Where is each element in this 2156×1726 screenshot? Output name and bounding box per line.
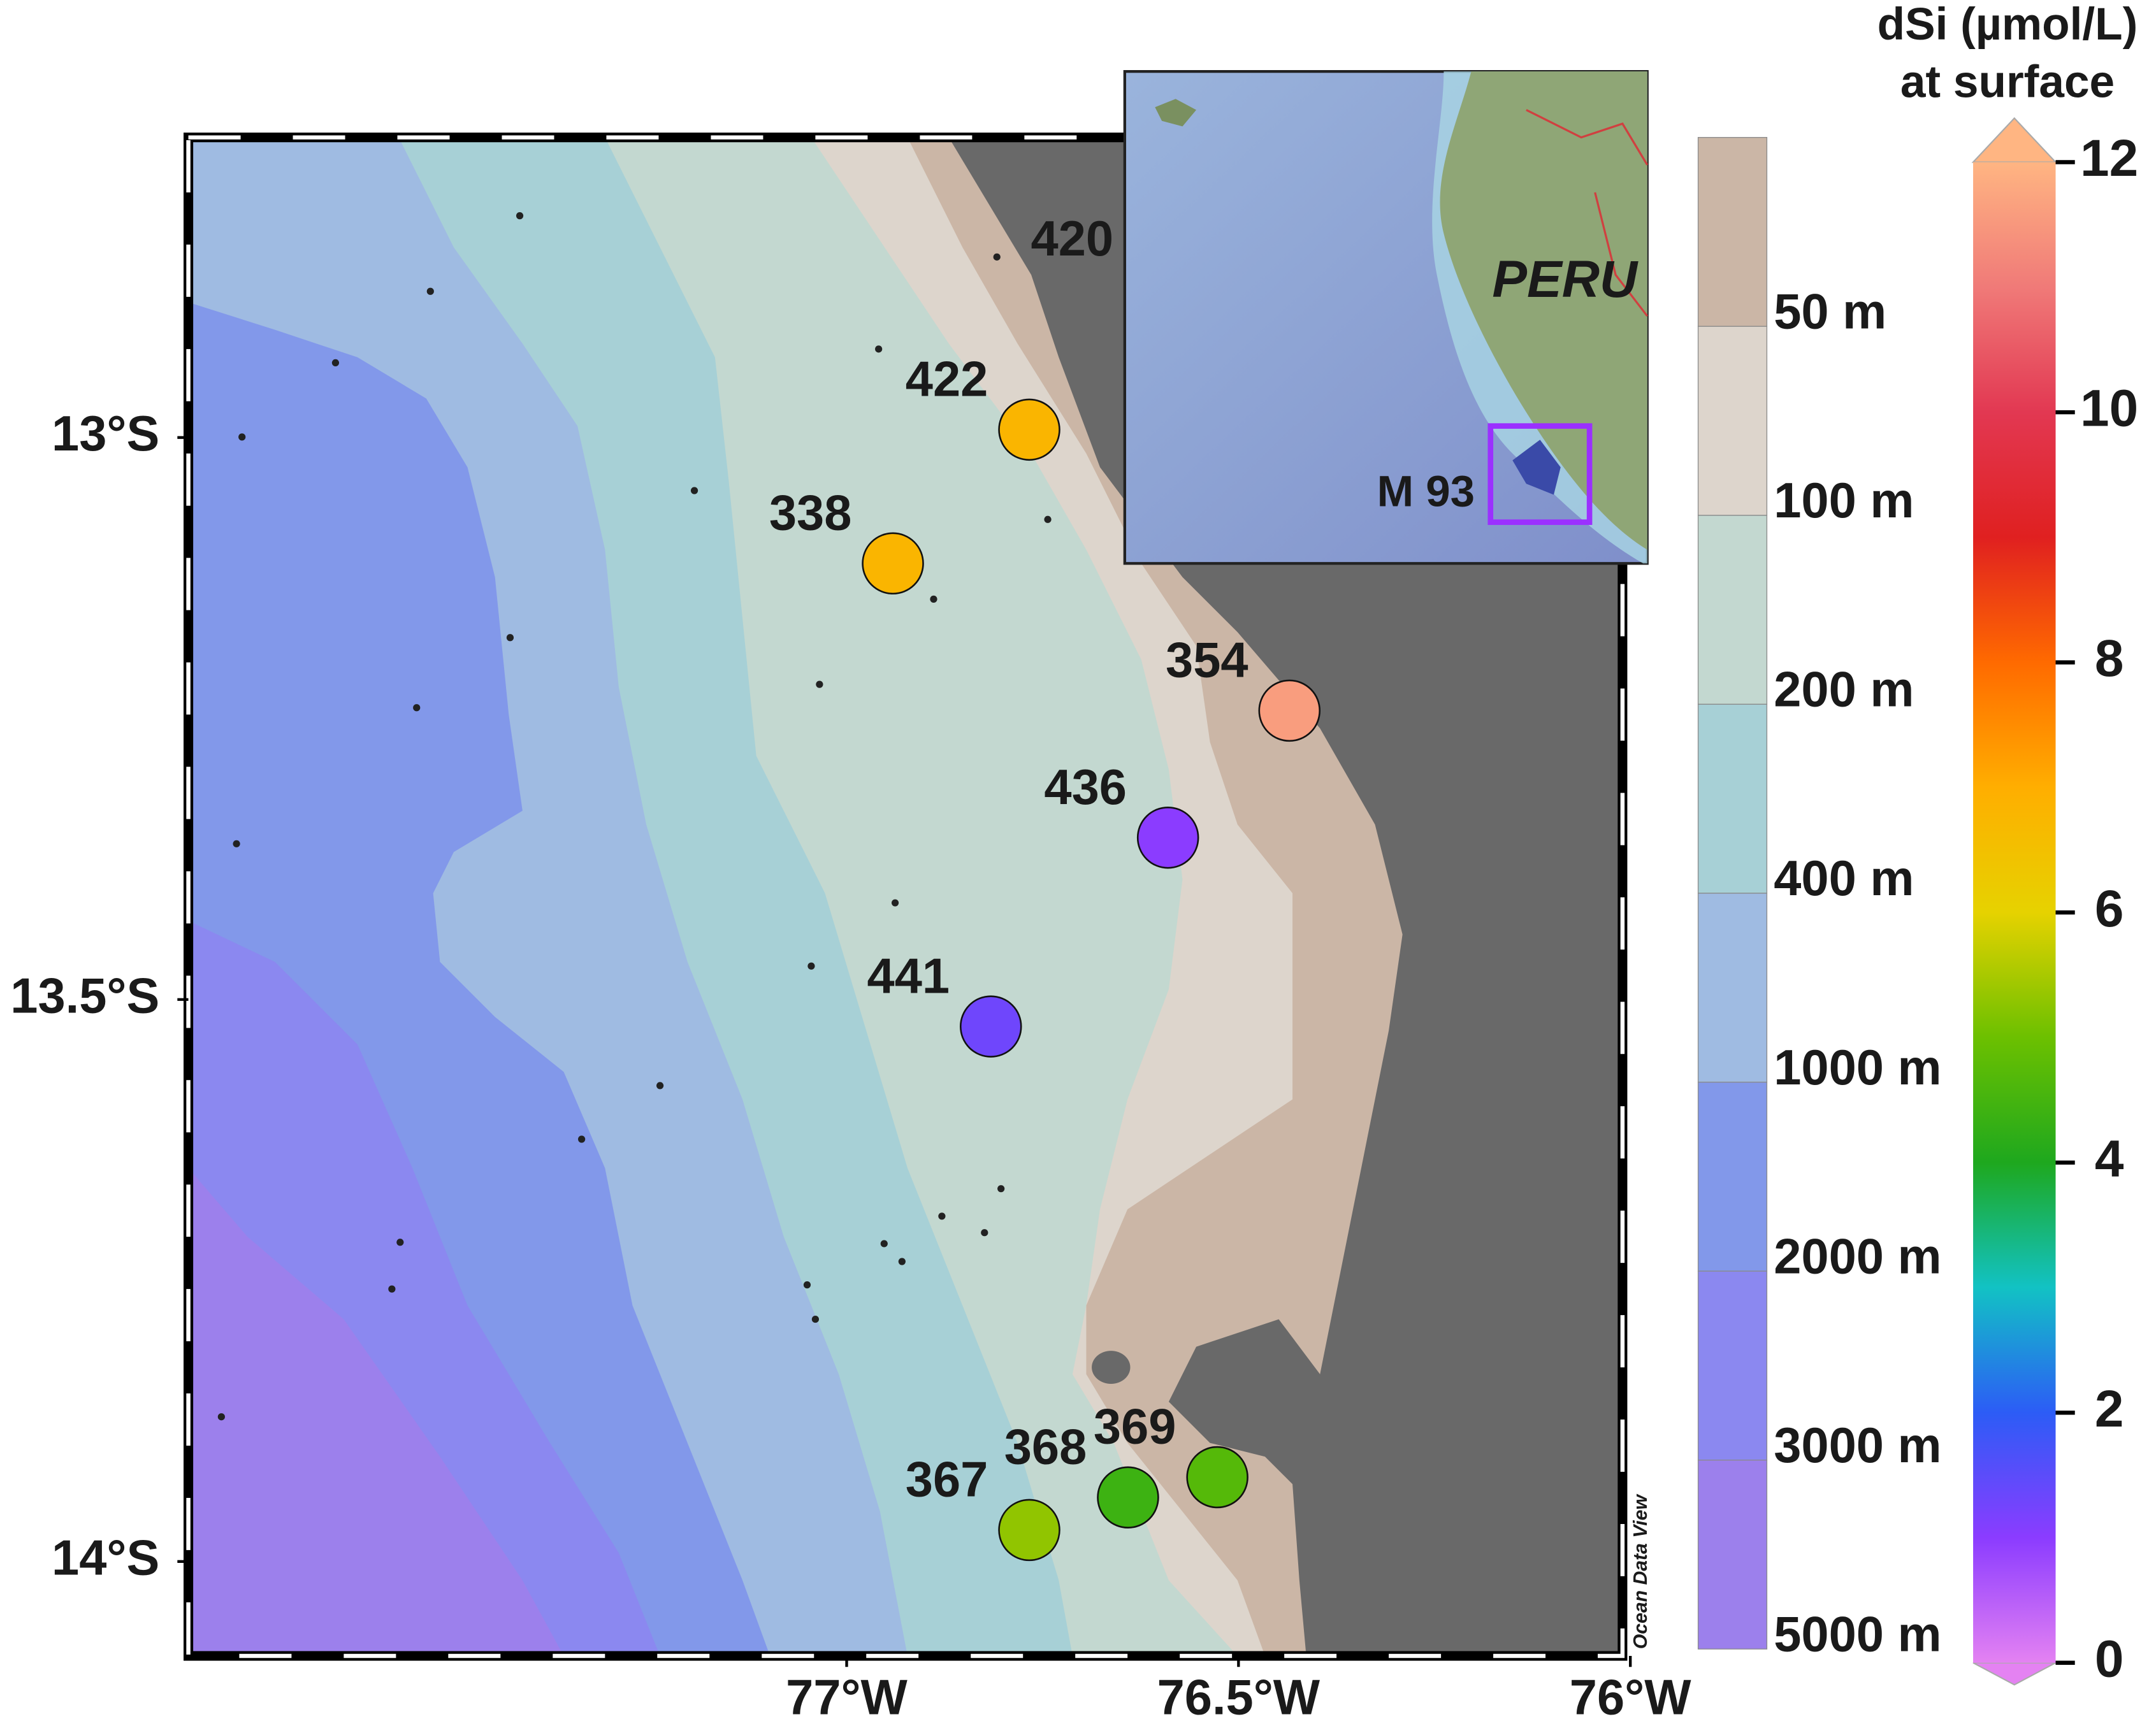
credit: Ocean Data View xyxy=(1630,1493,1651,1650)
legend-swatch xyxy=(1697,703,1768,894)
station-label: 420 xyxy=(1031,212,1114,266)
station-label: 368 xyxy=(1004,1420,1087,1474)
inset-island xyxy=(1155,99,1197,127)
sample-dot xyxy=(413,704,421,712)
inset-label: M 93 xyxy=(1377,467,1475,516)
legend-swatch xyxy=(1697,137,1768,327)
station-label: 354 xyxy=(1166,633,1248,688)
station xyxy=(960,995,1022,1058)
colorbar-extend-top xyxy=(1971,117,2057,163)
legend-label: 200 m xyxy=(1774,663,1914,717)
sample-dot xyxy=(516,212,524,220)
legend-swatch xyxy=(1697,893,1768,1083)
y-tick-label: 13°S xyxy=(52,406,159,461)
station-label: 422 xyxy=(906,352,988,407)
station xyxy=(1136,806,1199,869)
sample-dot xyxy=(506,634,514,642)
colorbar-tick-label: 2 xyxy=(2095,1380,2124,1438)
legend-label: 100 m xyxy=(1774,473,1914,528)
sample-dot xyxy=(993,253,1001,261)
inset-map: PERU M 93 xyxy=(1123,69,1649,565)
legend-swatch xyxy=(1697,326,1768,516)
legend-swatch xyxy=(1697,1081,1768,1272)
sample-dot xyxy=(803,1281,811,1289)
sample-dot xyxy=(1044,515,1052,523)
sample-dot xyxy=(811,1315,820,1323)
station xyxy=(998,1499,1060,1562)
colorbar: 0 2 4 6 8 10 12 dSi (µmol/L) at surface xyxy=(1877,0,2139,1688)
colorbar-extend-bottom xyxy=(1972,1662,2057,1686)
colorbar-tick-label: 8 xyxy=(2095,629,2124,687)
colorbar-title: dSi (µmol/L) xyxy=(1877,0,2138,50)
colorbar-tick-label: 10 xyxy=(2080,380,2138,438)
colorbar-tick-label: 4 xyxy=(2095,1130,2124,1188)
x-tick-label: 77°W xyxy=(786,1671,908,1725)
island xyxy=(1092,1351,1131,1384)
y-tick-label: 14°S xyxy=(52,1530,159,1585)
sample-dot xyxy=(217,1413,225,1421)
x-tick-label: 76.5°W xyxy=(1157,1671,1320,1725)
station xyxy=(1186,1446,1248,1509)
sample-dot xyxy=(396,1239,404,1246)
legend-label: 5000 m xyxy=(1774,1607,1941,1662)
sample-dot xyxy=(930,595,937,603)
sample-dot xyxy=(981,1229,988,1237)
station xyxy=(1097,1466,1159,1529)
legend-swatch xyxy=(1697,1270,1768,1461)
inset-study-box xyxy=(1487,423,1593,525)
colorbar-title: at surface xyxy=(1900,57,2115,108)
station xyxy=(1258,679,1321,742)
station-label: 441 xyxy=(867,949,950,1003)
station xyxy=(862,532,924,595)
sample-dot xyxy=(690,487,698,494)
colorbar-body xyxy=(1973,162,2056,1663)
sample-dot xyxy=(880,1240,888,1248)
sample-dot xyxy=(656,1082,664,1090)
legend-label: 1000 m xyxy=(1774,1040,1941,1095)
sample-dot xyxy=(426,287,434,295)
legend-swatch xyxy=(1697,515,1768,705)
inset-border xyxy=(1526,109,1649,317)
sample-dot xyxy=(388,1285,396,1293)
sample-dot xyxy=(875,345,883,353)
y-tick-label: 13.5°S xyxy=(10,968,159,1023)
legend-label: 3000 m xyxy=(1774,1418,1941,1473)
station-label: 436 xyxy=(1044,760,1127,815)
sample-dot xyxy=(233,840,240,847)
sample-dot xyxy=(997,1185,1005,1193)
colorbar-tick-label: 12 xyxy=(2080,129,2138,187)
sample-dot xyxy=(891,899,899,907)
frame-ticks xyxy=(186,135,1625,1658)
sample-dot xyxy=(816,680,823,688)
inset-country: PERU xyxy=(1492,250,1639,308)
x-tick-label: 76°W xyxy=(1570,1671,1691,1725)
sample-dot xyxy=(238,433,246,441)
legend-label: 50 m xyxy=(1774,285,1886,340)
station-label: 338 xyxy=(769,485,852,540)
depth-legend: 50 m 100 m 200 m 400 m 1000 m 2000 m 3000 m 500… xyxy=(1697,137,1942,1662)
station-label: 367 xyxy=(906,1453,988,1507)
colorbar-tick-label: 0 xyxy=(2095,1630,2124,1688)
inset-stations xyxy=(1512,440,1561,495)
legend-label: 2000 m xyxy=(1774,1229,1941,1284)
legend-swatch xyxy=(1697,1460,1768,1650)
sample-dot xyxy=(331,359,340,367)
legend-label: 400 m xyxy=(1774,851,1914,906)
sample-dot xyxy=(578,1135,586,1143)
sample-dot xyxy=(938,1212,946,1220)
station xyxy=(998,398,1060,461)
station-label: 369 xyxy=(1094,1400,1176,1455)
colorbar-tick-label: 6 xyxy=(2095,880,2124,938)
sample-dot xyxy=(807,962,815,970)
sample-dot xyxy=(898,1258,906,1265)
inset-land xyxy=(1440,71,1647,550)
